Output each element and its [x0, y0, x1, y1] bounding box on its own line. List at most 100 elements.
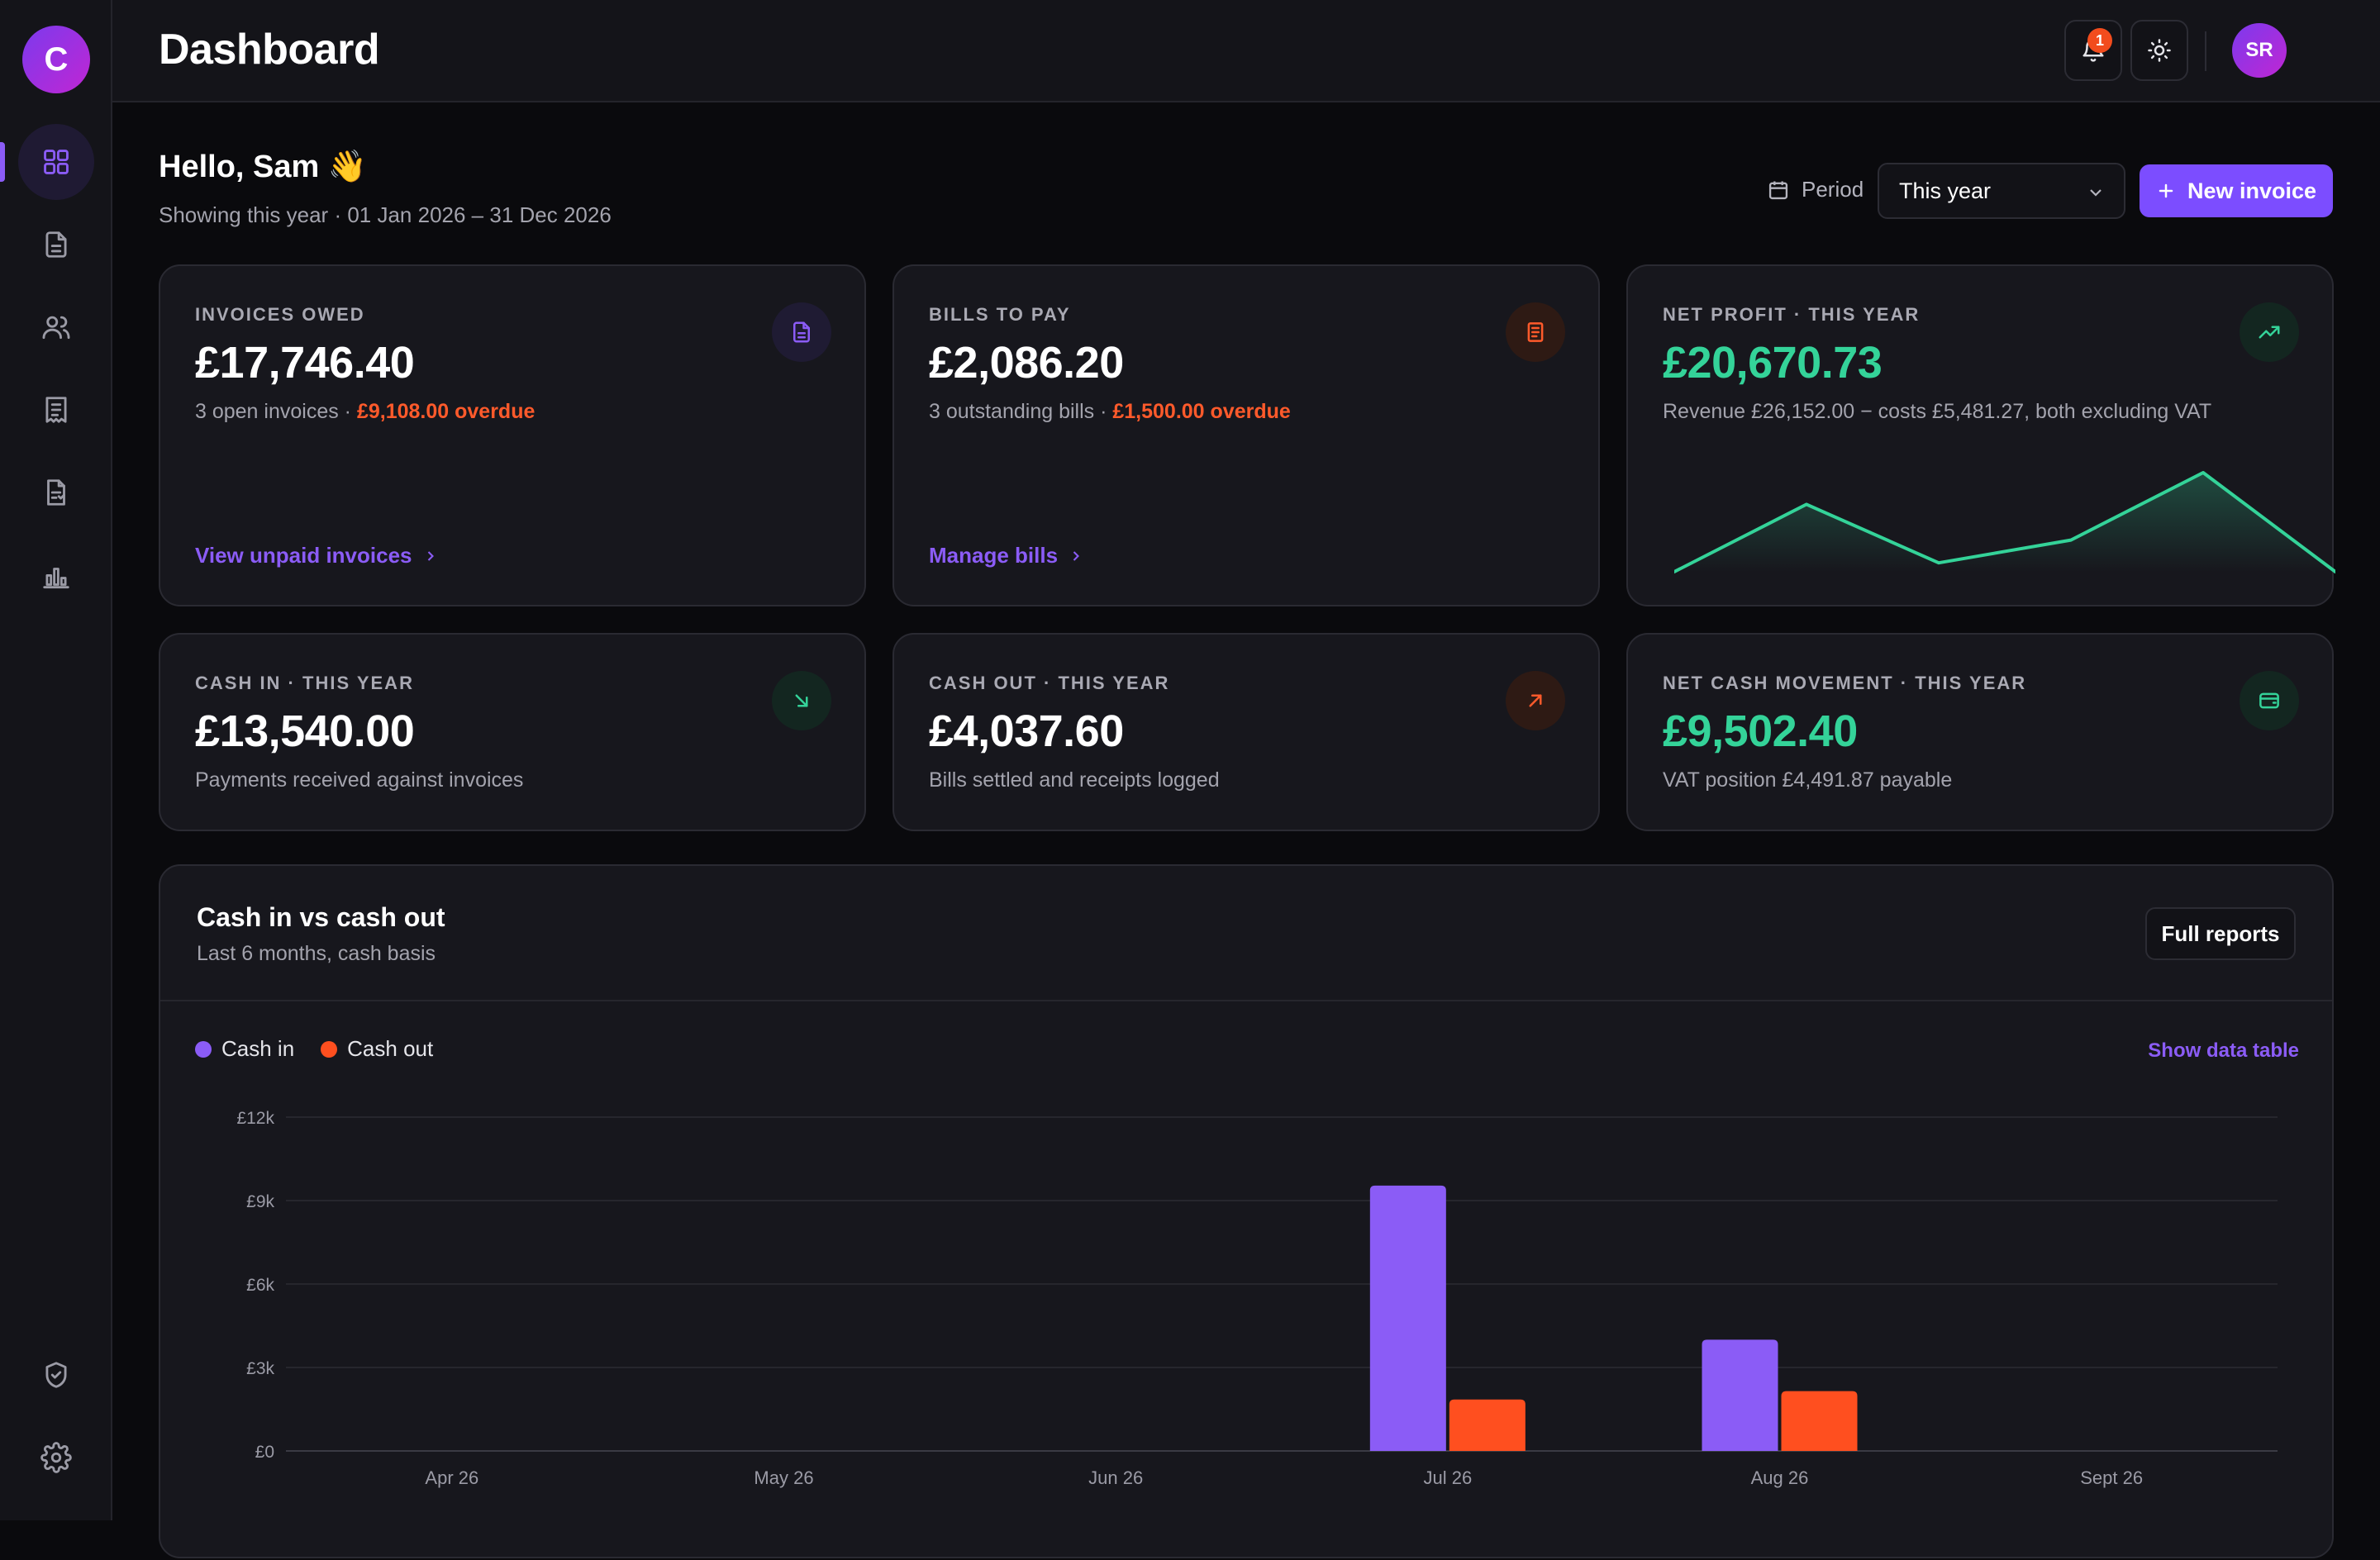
card-value: £13,540.00 — [195, 706, 415, 756]
card-cash-out: CASH OUT · THIS YEAR £4,037.60 Bills set… — [892, 633, 1600, 831]
new-invoice-label: New invoice — [2187, 178, 2317, 203]
y-tick-label: £0 — [255, 1443, 274, 1462]
card-label: CASH IN · THIS YEAR — [195, 673, 414, 693]
link-label: View unpaid invoices — [195, 543, 412, 568]
full-reports-button[interactable]: Full reports — [2145, 907, 2296, 960]
theme-toggle-button[interactable] — [2130, 20, 2188, 81]
period-label: Period — [1767, 177, 1864, 202]
card-label: CASH OUT · THIS YEAR — [929, 673, 1170, 693]
y-tick-label: £6k — [246, 1276, 274, 1295]
x-tick-label: Aug 26 — [1751, 1467, 1809, 1488]
arrow-up-right-icon — [1529, 694, 1542, 707]
x-tick-label: May 26 — [754, 1467, 813, 1488]
card-subtext: 3 outstanding bills · £1,500.00 overdue — [929, 400, 1291, 424]
chevron-right-icon — [1073, 550, 1080, 561]
bar-chart: £0 £3k £6k £9k £12k Apr 26 May 26 Jun 26 Jul 26 A… — [236, 1109, 2278, 1488]
active-indicator — [0, 142, 5, 182]
arrow-down-right-icon — [795, 694, 808, 707]
card-label: NET PROFIT · THIS YEAR — [1663, 304, 1921, 325]
overdue-amount: £1,500.00 overdue — [1112, 400, 1291, 423]
card-bills-to-pay: BILLS TO PAY £2,086.20 3 outstanding bil… — [892, 264, 1600, 606]
card-subtext: Bills settled and receipts logged — [929, 768, 1220, 792]
card-icon — [1506, 671, 1565, 730]
bar-cash-out — [1781, 1391, 1858, 1451]
plus-icon — [2159, 183, 2173, 198]
sidebar: C — [0, 0, 112, 1520]
chevron-down-icon — [2090, 189, 2102, 197]
greeting-title: Hello, Sam 👋 — [159, 150, 368, 184]
sun-icon — [2148, 39, 2171, 62]
sidebar-item-contacts[interactable] — [18, 289, 94, 365]
card-subtext: VAT position £4,491.87 payable — [1663, 768, 1953, 792]
sparkline-area — [1674, 473, 2335, 572]
card-subtext: Payments received against invoices — [195, 768, 524, 792]
card-subtext-main: 3 outstanding bills · — [929, 400, 1113, 423]
receipt-lines-icon — [47, 479, 65, 506]
cash-chart-panel: Cash in vs cash out Last 6 months, cash … — [159, 864, 2334, 1558]
card-icon — [1506, 302, 1565, 362]
sidebar-item-receipts[interactable] — [18, 454, 94, 530]
card-value: £9,502.40 — [1663, 706, 1858, 756]
gear-icon — [40, 1442, 72, 1473]
panel-subtitle: Last 6 months, cash basis — [197, 942, 436, 965]
card-label: BILLS TO PAY — [929, 304, 1071, 325]
card-value: £4,037.60 — [929, 706, 1124, 756]
legend-swatch — [195, 1040, 212, 1058]
card-net-cash-movement: NET CASH MOVEMENT · THIS YEAR £9,502.40 … — [1626, 633, 2334, 831]
receipt-icon — [45, 397, 67, 423]
period-select-value: This year — [1899, 178, 1992, 203]
sidebar-item-security[interactable] — [18, 1337, 94, 1413]
bar-cash-in — [1702, 1339, 1778, 1451]
sidebar-item-invoices[interactable] — [18, 207, 94, 283]
legend-label: Cash in — [221, 1036, 295, 1061]
card-subtext: 3 open invoices · £9,108.00 overdue — [195, 400, 535, 424]
x-tick-label: Jul 26 — [1423, 1467, 1472, 1488]
card-cash-in: CASH IN · THIS YEAR £13,540.00 Payments … — [159, 633, 866, 831]
link-label: Manage bills — [929, 543, 1059, 568]
view-unpaid-invoices-link[interactable]: View unpaid invoices — [195, 543, 439, 568]
app-logo[interactable]: C — [22, 26, 90, 93]
sparkline-line — [1674, 471, 2335, 573]
y-tick-label: £9k — [246, 1192, 274, 1211]
receipt-icon — [1527, 322, 1544, 342]
card-label: NET CASH MOVEMENT · THIS YEAR — [1663, 673, 2027, 693]
card-invoices-owed: INVOICES OWED £17,746.40 3 open invoices… — [159, 264, 866, 606]
topbar-divider — [2205, 31, 2206, 71]
wallet-icon — [2259, 692, 2279, 709]
x-tick-label: Apr 26 — [425, 1467, 478, 1488]
manage-bills-link[interactable]: Manage bills — [929, 543, 1084, 568]
sidebar-item-bills[interactable] — [18, 372, 94, 448]
trending-up-icon — [2259, 326, 2280, 339]
card-subtext-main: 3 open invoices · — [195, 400, 357, 423]
greeting-subtitle: Showing this year · 01 Jan 2026 – 31 Dec… — [159, 202, 612, 227]
page-title: Dashboard — [159, 26, 380, 74]
shield-check-icon — [45, 1362, 67, 1388]
notifications-button[interactable]: 1 — [2064, 20, 2122, 81]
topbar: Dashboard 1 SR — [112, 0, 2380, 102]
calendar-icon — [1768, 181, 1788, 199]
overdue-amount: £9,108.00 overdue — [356, 400, 536, 423]
sidebar-item-reports[interactable] — [18, 539, 94, 615]
avatar[interactable]: SR — [2232, 23, 2287, 78]
grid-icon — [44, 150, 69, 174]
document-icon — [793, 321, 810, 343]
show-data-table-link[interactable]: Show data table — [2148, 1039, 2299, 1062]
card-icon — [772, 671, 831, 730]
panel-title: Cash in vs cash out — [197, 902, 445, 932]
notification-badge: 1 — [2087, 28, 2112, 53]
card-icon — [2240, 302, 2299, 362]
bar-cash-out — [1449, 1399, 1526, 1451]
card-value: £2,086.20 — [929, 338, 1124, 388]
document-icon — [45, 231, 67, 258]
period-select[interactable]: This year — [1878, 163, 2125, 219]
sidebar-item-dashboard[interactable] — [18, 124, 94, 200]
chevron-right-icon — [427, 550, 434, 561]
legend-label: Cash out — [347, 1036, 434, 1061]
card-icon — [2240, 671, 2299, 730]
new-invoice-button[interactable]: New invoice — [2140, 164, 2333, 217]
legend-swatch — [321, 1040, 338, 1058]
bar-cash-in — [1369, 1185, 1446, 1451]
sidebar-item-settings[interactable] — [18, 1420, 94, 1496]
y-tick-label: £12k — [236, 1109, 274, 1128]
y-tick-label: £3k — [246, 1359, 274, 1378]
